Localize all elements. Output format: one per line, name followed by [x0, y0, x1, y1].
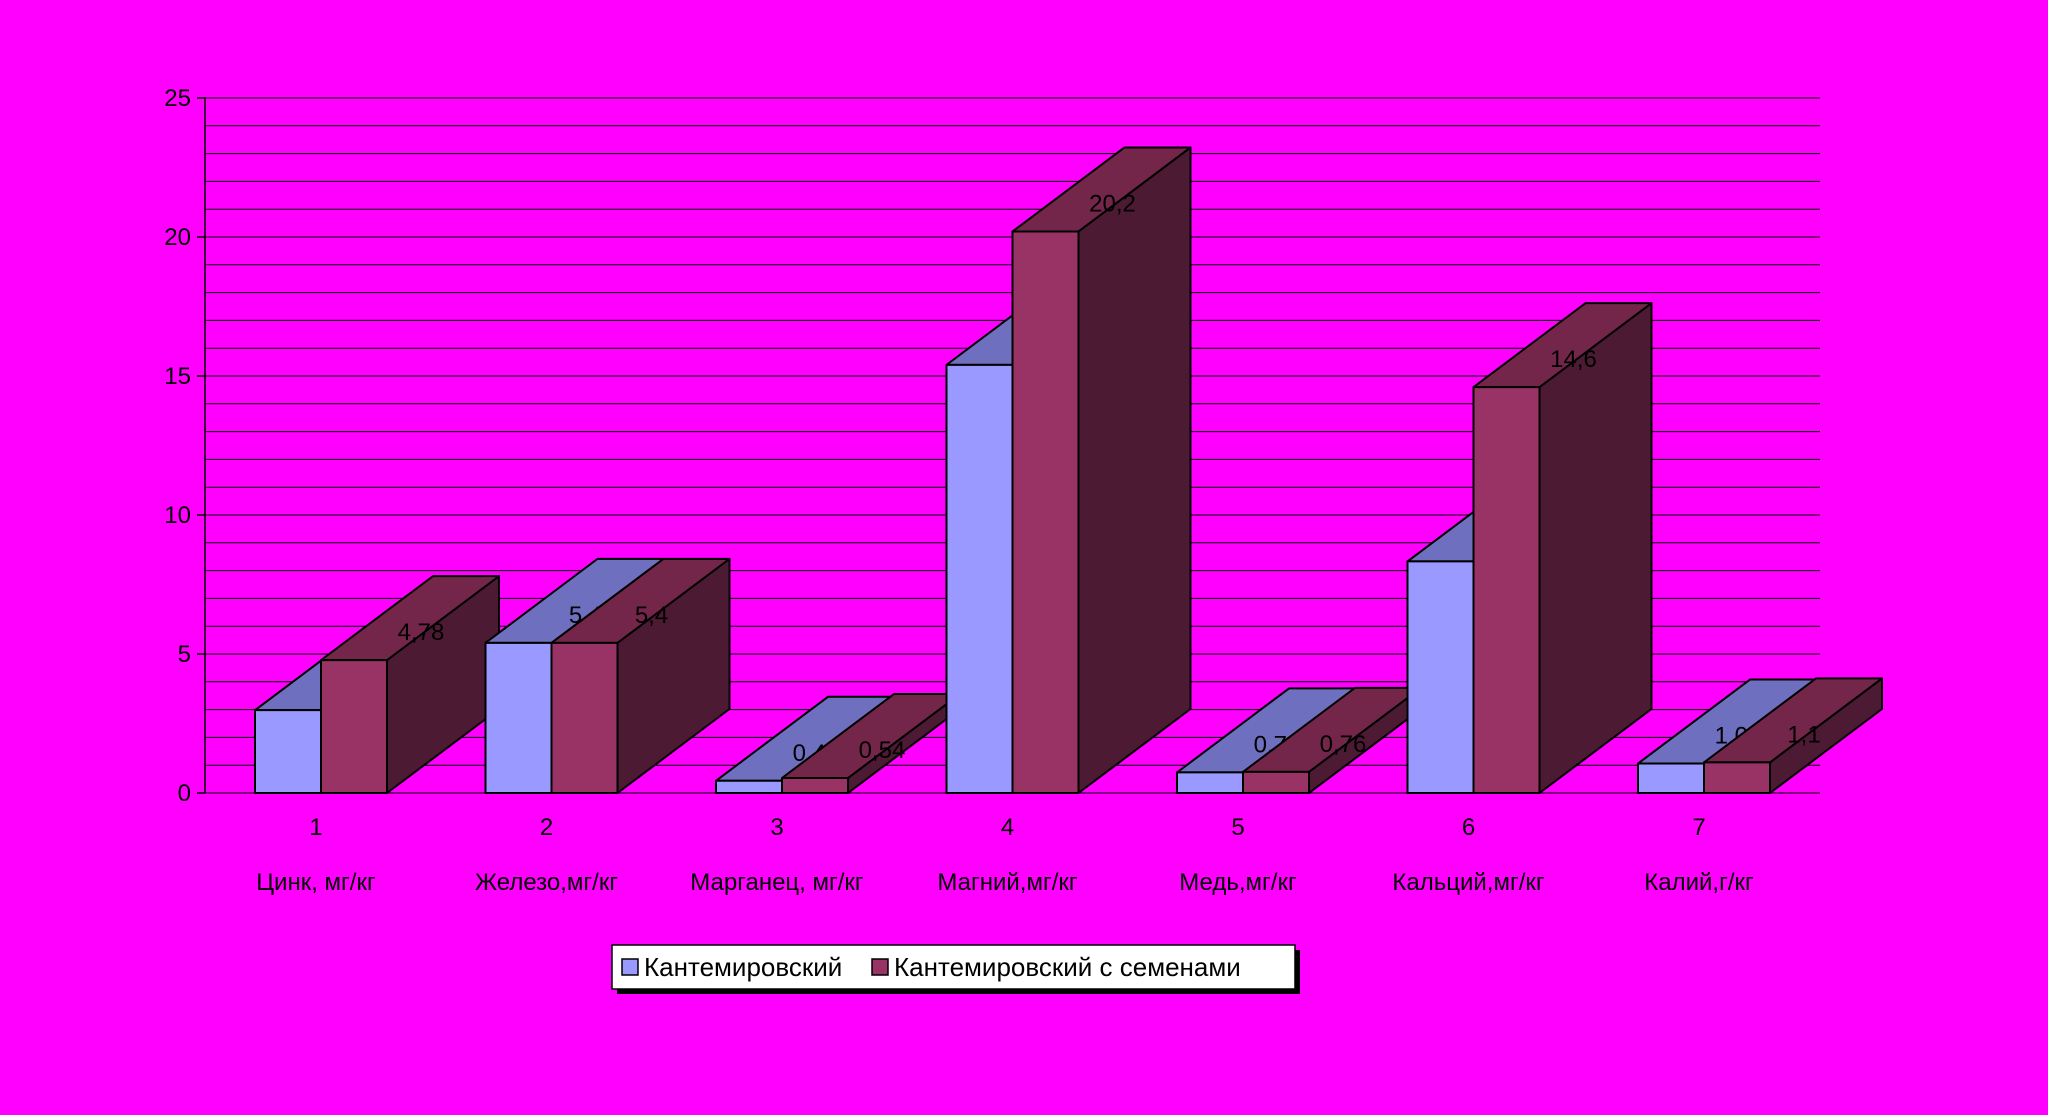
bar [945, 363, 1014, 794]
x-tick-label: Железо,мг/кг [475, 869, 618, 896]
y-tick-label: 25 [164, 85, 191, 112]
data-label: 20,2 [1089, 190, 1136, 217]
y-axis: 0 5 10 15 20 25 [164, 85, 206, 807]
bar [1406, 560, 1475, 795]
x-tick-label: Магний,мг/кг [937, 869, 1078, 896]
data-label: 14,6 [1550, 346, 1597, 373]
bar [715, 779, 783, 795]
x-tick-number: 6 [1462, 814, 1475, 841]
bar [781, 776, 849, 794]
bar-side [1538, 302, 1653, 794]
legend-box [611, 944, 1296, 990]
data-label: 0,54 [859, 737, 906, 764]
legend-label: Кантемировский с семенами [894, 952, 1241, 982]
x-tick-number: 1 [309, 814, 322, 841]
x-tick-number: 3 [770, 814, 783, 841]
x-tick-label: Кальций,мг/кг [1392, 869, 1544, 896]
x-tick-label: Медь,мг/кг [1179, 869, 1297, 896]
x-tick-number: 7 [1692, 814, 1705, 841]
x-tick-number: 2 [540, 814, 553, 841]
bar [254, 709, 322, 795]
y-tick-label: 5 [178, 641, 191, 668]
data-label: 5,4 [635, 602, 668, 629]
bar [1176, 771, 1244, 794]
legend-label: Кантемировский [644, 952, 842, 982]
bar [1011, 230, 1080, 794]
x-tick-label: Цинк, мг/кг [256, 869, 376, 896]
x-axis-labels: 1 Цинк, мг/кг 2 Железо,мг/кг 3 Марганец, мг/к… [256, 814, 1754, 896]
x-tick-number: 4 [1001, 814, 1014, 841]
y-tick-label: 0 [178, 780, 191, 807]
x-tick-label: Калий,г/кг [1644, 869, 1754, 896]
bar [1242, 770, 1310, 795]
bar [1472, 386, 1541, 794]
y-tick-label: 10 [164, 502, 191, 529]
bar [1637, 762, 1705, 794]
bar [550, 641, 619, 794]
data-label: 0,76 [1320, 731, 1367, 758]
data-label: 1,1 [1787, 721, 1820, 748]
x-tick-number: 5 [1231, 814, 1244, 841]
bar [320, 659, 388, 795]
bar-side [1077, 146, 1192, 794]
legend: Кантемировский Кантемировский с семенами [611, 944, 1300, 994]
y-tick-label: 20 [164, 224, 191, 251]
bar [1703, 761, 1771, 794]
legend-swatch [621, 958, 639, 976]
bars: 2,984,785,45,40,440,5415,420,20,740,768,… [254, 146, 1883, 795]
data-label: 4,78 [398, 619, 445, 646]
legend-swatch [871, 958, 889, 976]
bar [484, 641, 553, 794]
x-tick-label: Марганец, мг/кг [690, 869, 864, 896]
y-tick-label: 15 [164, 363, 191, 390]
